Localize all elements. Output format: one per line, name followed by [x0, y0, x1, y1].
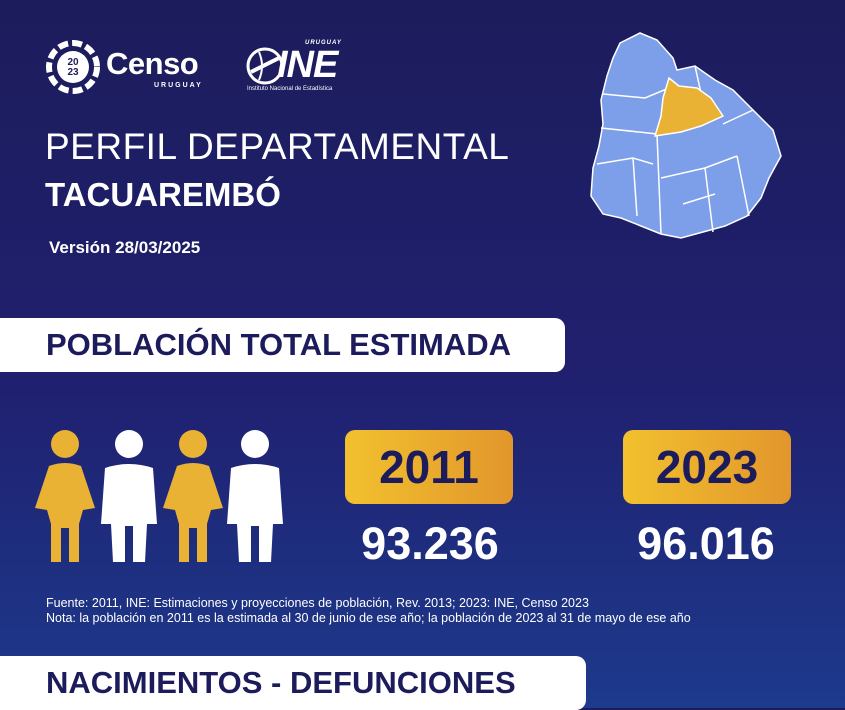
page-title: PERFIL DEPARTAMENTAL: [45, 126, 510, 167]
year-badge-2023: 2023: [623, 430, 791, 504]
population-value-2011: 93.236: [361, 518, 499, 569]
censo-year-top: 20: [67, 57, 79, 68]
ine-fullname: Instituto Nacional de Estadística: [247, 86, 333, 92]
censo-country: URUGUAY: [154, 82, 203, 89]
section-title-nacimientos: NACIMIENTOS - DEFUNCIONES: [46, 665, 516, 700]
censo-year-bottom: 23: [67, 67, 79, 78]
censo-logo: 20 23 Censo URUGUAY: [44, 38, 224, 98]
ine-globe-icon: [246, 47, 284, 85]
department-name: TACUAREMBÓ: [45, 176, 281, 213]
section-title-poblacion: POBLACIÓN TOTAL ESTIMADA: [46, 327, 511, 362]
section-banner-nacimientos: NACIMIENTOS - DEFUNCIONES: [0, 656, 586, 710]
version-label: Versión 28/03/2025: [49, 238, 201, 257]
department-borders: [596, 65, 754, 235]
source-note: Fuente: 2011, INE: Estimaciones y proyec…: [46, 596, 589, 610]
section-banner-poblacion: POBLACIÓN TOTAL ESTIMADA: [0, 318, 565, 372]
uruguay-map: [590, 32, 782, 239]
population-icons: [35, 430, 283, 562]
year-badge-2011: 2011: [345, 430, 513, 504]
footnote: Nota: la población en 2011 es la estimad…: [46, 611, 691, 625]
man-icon-2: [227, 430, 283, 562]
population-value-2023: 96.016: [637, 518, 775, 569]
woman-icon-1: [35, 430, 95, 562]
ine-wordmark: INE: [277, 44, 338, 86]
censo-ring-icon: 20 23: [46, 40, 100, 94]
man-icon-1: [101, 430, 157, 562]
uruguay-outline: [590, 32, 782, 239]
ine-country: URUGUAY: [305, 40, 342, 46]
woman-icon-2: [163, 430, 223, 562]
tacuarembo-highlight: [653, 76, 725, 137]
ine-logo: URUGUAY INE Instituto Nacional de Estadí…: [243, 40, 363, 96]
censo-wordmark: Censo: [106, 46, 199, 81]
